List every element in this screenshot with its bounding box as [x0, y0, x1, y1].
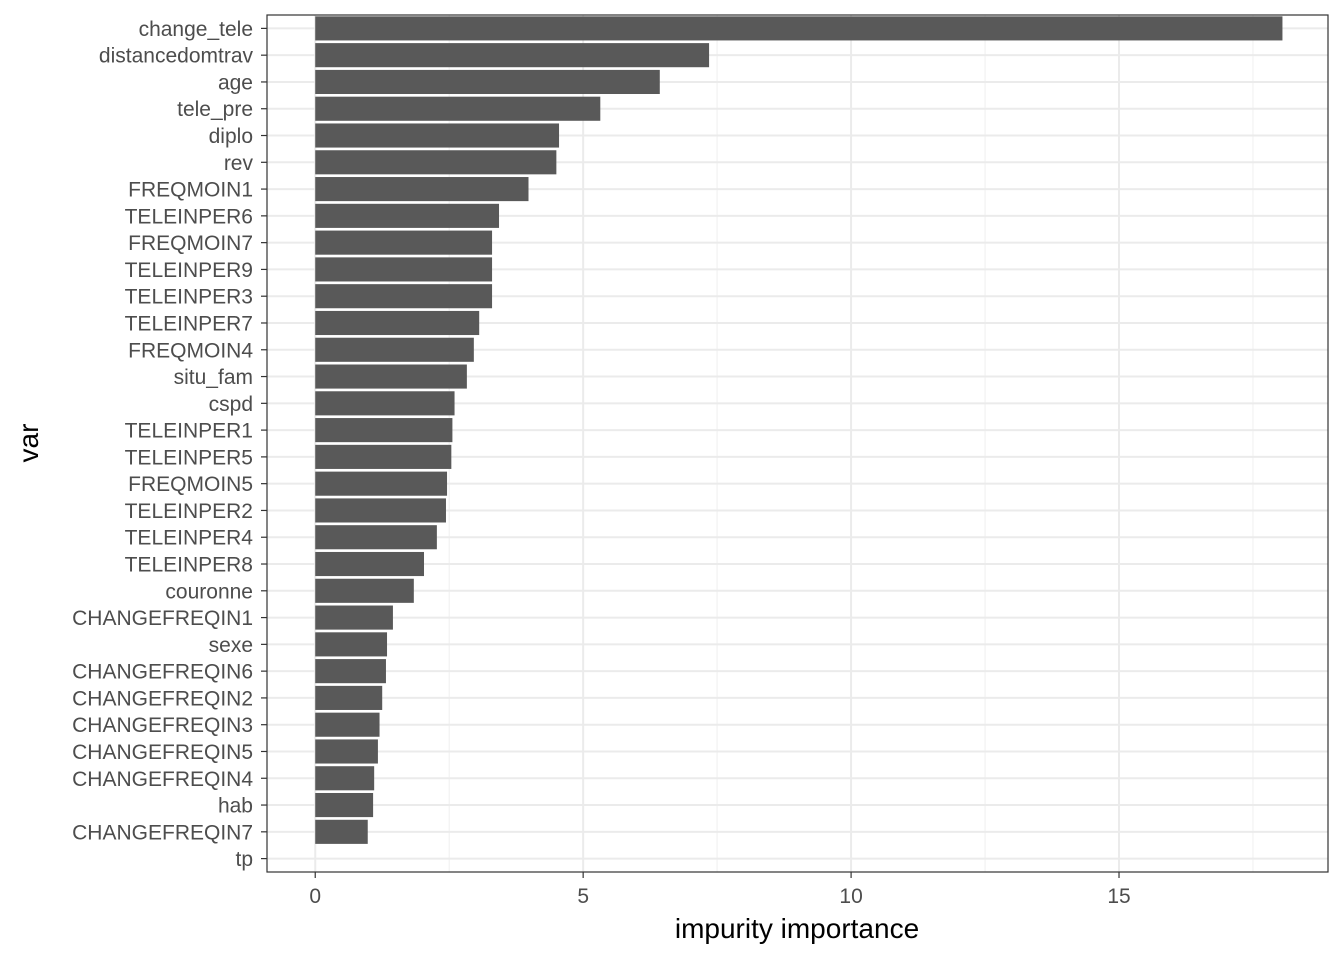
bar-cspd	[315, 391, 455, 416]
y-tick-label: TELEINPER1	[125, 420, 253, 443]
y-tick-label: sexe	[209, 634, 253, 657]
y-tick-label: tp	[235, 848, 253, 871]
y-axis-title: var	[13, 424, 44, 463]
bar-tele_pre	[315, 96, 601, 121]
y-tick-label: change_tele	[139, 18, 253, 41]
bar-situ_fam	[315, 364, 467, 389]
bar-CHANGEFREQIN7	[315, 819, 368, 844]
y-tick-label: couronne	[165, 580, 253, 603]
bar-TELEINPER9	[315, 257, 493, 282]
bar-rev	[315, 150, 557, 175]
x-axis: 0 5 10 15	[309, 872, 1131, 908]
y-tick-label: hab	[218, 795, 253, 818]
bar-TELEINPER2	[315, 498, 446, 523]
bar-TELEINPER8	[315, 551, 425, 577]
y-tick-label: distancedomtrav	[99, 45, 254, 68]
bar-layer	[315, 16, 1283, 844]
y-tick-label: CHANGEFREQIN3	[72, 714, 253, 737]
y-tick-label: age	[218, 71, 253, 94]
x-axis-title: impurity importance	[675, 913, 919, 944]
y-tick-label: FREQMOIN5	[128, 473, 253, 496]
x-tick-label: 5	[577, 885, 589, 908]
y-tick-label: TELEINPER6	[125, 205, 253, 228]
x-tick-label: 15	[1107, 885, 1130, 908]
y-tick-label: FREQMOIN1	[128, 179, 253, 202]
bar-TELEINPER1	[315, 418, 453, 443]
bar-TELEINPER6	[315, 203, 500, 228]
bar-CHANGEFREQIN6	[315, 659, 386, 684]
y-tick-label: FREQMOIN4	[128, 339, 253, 362]
y-tick-label: CHANGEFREQIN2	[72, 687, 253, 710]
y-tick-label: cspd	[209, 393, 253, 416]
y-tick-label: CHANGEFREQIN6	[72, 661, 253, 684]
bar-diplo	[315, 123, 560, 148]
y-tick-label: TELEINPER3	[125, 286, 253, 309]
y-tick-label: CHANGEFREQIN1	[72, 607, 253, 630]
bar-couronne	[315, 578, 414, 603]
bar-TELEINPER3	[315, 284, 493, 309]
y-tick-label: tele_pre	[177, 98, 253, 121]
y-tick-label: diplo	[209, 125, 253, 148]
bar-TELEINPER4	[315, 525, 437, 550]
bar-change_tele	[315, 16, 1283, 41]
y-tick-label: rev	[224, 152, 254, 175]
bar-CHANGEFREQIN4	[315, 766, 375, 791]
y-tick-label: CHANGEFREQIN4	[72, 768, 253, 791]
plot-panel-border	[266, 14, 1329, 873]
bar-CHANGEFREQIN2	[315, 685, 383, 710]
y-tick-label: FREQMOIN7	[128, 232, 253, 255]
y-tick-label: CHANGEFREQIN7	[72, 821, 253, 844]
y-tick-label: TELEINPER9	[125, 259, 253, 282]
y-tick-label: TELEINPER8	[125, 554, 253, 577]
x-tick-label: 0	[309, 885, 321, 908]
bar-hab	[315, 792, 374, 818]
bar-CHANGEFREQIN1	[315, 605, 393, 630]
y-axis: change_tele distancedomtrav age tele_predip…	[72, 18, 267, 871]
bar-CHANGEFREQIN5	[315, 739, 378, 764]
y-tick-label: TELEINPER5	[125, 446, 253, 469]
bar-TELEINPER7	[315, 310, 480, 336]
y-tick-label: TELEINPER7	[125, 312, 253, 335]
bar-age	[315, 69, 660, 95]
bar-FREQMOIN7	[315, 230, 493, 255]
y-tick-label: TELEINPER4	[125, 527, 254, 550]
bar-distancedomtrav	[315, 43, 710, 68]
bar-TELEINPER5	[315, 444, 452, 469]
bar-sexe	[315, 632, 388, 657]
bar-FREQMOIN4	[315, 337, 474, 362]
bar-FREQMOIN5	[315, 471, 448, 496]
bar-CHANGEFREQIN3	[315, 712, 380, 737]
bar-FREQMOIN1	[315, 177, 529, 202]
y-tick-label: CHANGEFREQIN5	[72, 741, 253, 764]
y-tick-label: TELEINPER2	[125, 500, 253, 523]
y-tick-label: situ_fam	[174, 366, 253, 389]
x-tick-label: 10	[839, 885, 862, 908]
